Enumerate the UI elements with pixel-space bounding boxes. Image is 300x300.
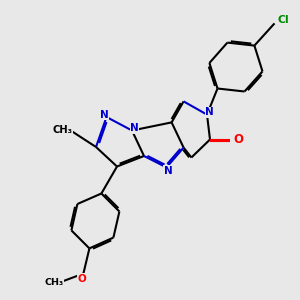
Text: N: N bbox=[130, 123, 139, 133]
Text: CH₃: CH₃ bbox=[52, 125, 72, 135]
Text: CH₃: CH₃ bbox=[44, 278, 64, 287]
Text: N: N bbox=[164, 166, 172, 176]
Text: N: N bbox=[100, 110, 109, 120]
Text: O: O bbox=[234, 133, 244, 146]
Text: N: N bbox=[205, 107, 214, 117]
Text: Cl: Cl bbox=[277, 15, 289, 26]
Text: O: O bbox=[77, 274, 86, 284]
